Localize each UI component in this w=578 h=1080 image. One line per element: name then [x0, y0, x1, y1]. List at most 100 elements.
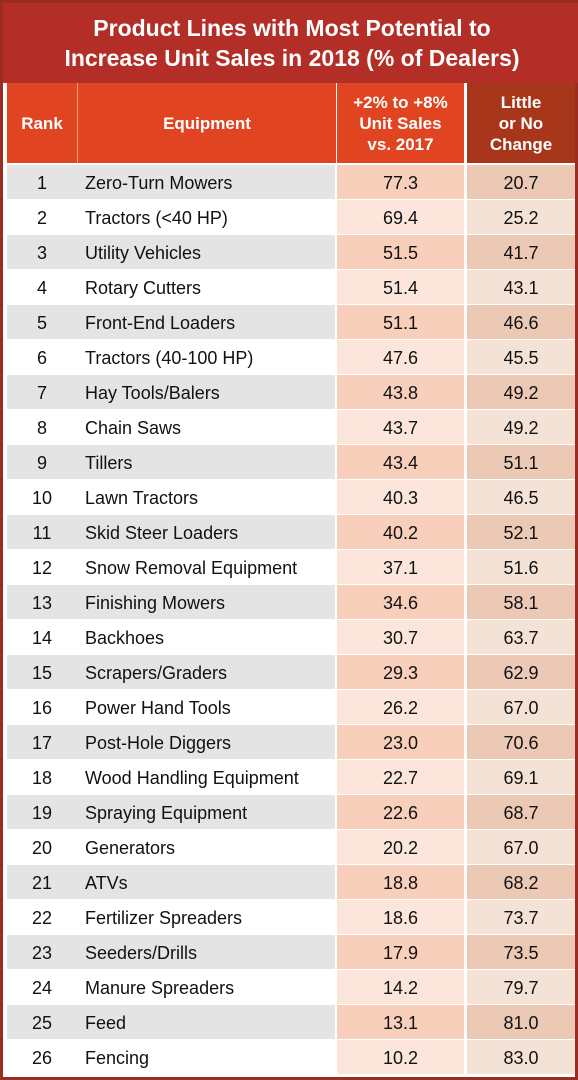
rank-cell: 18 — [7, 760, 77, 794]
rank-cell: 7 — [7, 375, 77, 409]
increase-value-cell: 51.1 — [337, 305, 464, 339]
rank-cell: 25 — [7, 1005, 77, 1039]
little-change-value-cell: 51.6 — [467, 550, 575, 584]
table-row: 3 Utility Vehicles 51.5 41.7 — [7, 235, 575, 270]
table-row: 24 Manure Spreaders 14.2 79.7 — [7, 970, 575, 1005]
equipment-cell: Hay Tools/Balers — [77, 375, 335, 409]
rank-cell: 2 — [7, 200, 77, 234]
rank-cell: 15 — [7, 655, 77, 689]
equipment-cell: Power Hand Tools — [77, 690, 335, 724]
little-change-value-cell: 70.6 — [467, 725, 575, 759]
rank-cell: 12 — [7, 550, 77, 584]
title-line-2: Increase Unit Sales in 2018 (% of Dealer… — [64, 45, 520, 71]
table-row: 14 Backhoes 30.7 63.7 — [7, 620, 575, 655]
rank-cell: 11 — [7, 515, 77, 549]
header-equipment: Equipment — [77, 83, 336, 163]
table-row: 21 ATVs 18.8 68.2 — [7, 865, 575, 900]
increase-value-cell: 10.2 — [337, 1040, 464, 1074]
table-row: 1 Zero-Turn Mowers 77.3 20.7 — [7, 165, 575, 200]
rank-cell: 8 — [7, 410, 77, 444]
equipment-cell: Fencing — [77, 1040, 335, 1074]
rank-cell: 9 — [7, 445, 77, 479]
little-change-value-cell: 41.7 — [467, 235, 575, 269]
little-change-value-cell: 79.7 — [467, 970, 575, 1004]
increase-value-cell: 22.7 — [337, 760, 464, 794]
table-row: 19 Spraying Equipment 22.6 68.7 — [7, 795, 575, 830]
increase-value-cell: 51.4 — [337, 270, 464, 304]
little-change-value-cell: 58.1 — [467, 585, 575, 619]
little-change-value-cell: 25.2 — [467, 200, 575, 234]
equipment-cell: Snow Removal Equipment — [77, 550, 335, 584]
increase-value-cell: 43.4 — [337, 445, 464, 479]
little-change-value-cell: 63.7 — [467, 620, 575, 654]
increase-value-cell: 51.5 — [337, 235, 464, 269]
table-row: 11 Skid Steer Loaders 40.2 52.1 — [7, 515, 575, 550]
little-change-value-cell: 49.2 — [467, 375, 575, 409]
rank-cell: 3 — [7, 235, 77, 269]
increase-value-cell: 43.8 — [337, 375, 464, 409]
equipment-cell: Wood Handling Equipment — [77, 760, 335, 794]
equipment-cell: Lawn Tractors — [77, 480, 335, 514]
table-row: 15 Scrapers/Graders 29.3 62.9 — [7, 655, 575, 690]
little-change-value-cell: 62.9 — [467, 655, 575, 689]
rank-cell: 21 — [7, 865, 77, 899]
equipment-cell: Tractors (<40 HP) — [77, 200, 335, 234]
equipment-cell: Utility Vehicles — [77, 235, 335, 269]
rank-cell: 1 — [7, 165, 77, 199]
rank-cell: 24 — [7, 970, 77, 1004]
table-row: 8 Chain Saws 43.7 49.2 — [7, 410, 575, 445]
title-line-1: Product Lines with Most Potential to — [93, 15, 491, 41]
increase-value-cell: 14.2 — [337, 970, 464, 1004]
equipment-cell: Skid Steer Loaders — [77, 515, 335, 549]
table-row: 12 Snow Removal Equipment 37.1 51.6 — [7, 550, 575, 585]
table-row: 4 Rotary Cutters 51.4 43.1 — [7, 270, 575, 305]
little-change-value-cell: 49.2 — [467, 410, 575, 444]
increase-value-cell: 34.6 — [337, 585, 464, 619]
table-row: 16 Power Hand Tools 26.2 67.0 — [7, 690, 575, 725]
increase-value-cell: 13.1 — [337, 1005, 464, 1039]
equipment-cell: Tractors (40-100 HP) — [77, 340, 335, 374]
rank-cell: 19 — [7, 795, 77, 829]
table-row: 25 Feed 13.1 81.0 — [7, 1005, 575, 1040]
equipment-cell: Post-Hole Diggers — [77, 725, 335, 759]
table-row: 2 Tractors (<40 HP) 69.4 25.2 — [7, 200, 575, 235]
rank-cell: 14 — [7, 620, 77, 654]
equipment-cell: Front-End Loaders — [77, 305, 335, 339]
little-change-value-cell: 46.5 — [467, 480, 575, 514]
table-row: 17 Post-Hole Diggers 23.0 70.6 — [7, 725, 575, 760]
equipment-cell: Backhoes — [77, 620, 335, 654]
table-row: 6 Tractors (40-100 HP) 47.6 45.5 — [7, 340, 575, 375]
equipment-cell: ATVs — [77, 865, 335, 899]
increase-value-cell: 26.2 — [337, 690, 464, 724]
equipment-cell: Feed — [77, 1005, 335, 1039]
increase-value-cell: 43.7 — [337, 410, 464, 444]
rank-cell: 20 — [7, 830, 77, 864]
table-row: 22 Fertilizer Spreaders 18.6 73.7 — [7, 900, 575, 935]
rank-cell: 5 — [7, 305, 77, 339]
increase-value-cell: 23.0 — [337, 725, 464, 759]
increase-value-cell: 37.1 — [337, 550, 464, 584]
equipment-cell: Chain Saws — [77, 410, 335, 444]
rank-cell: 16 — [7, 690, 77, 724]
table-row: 9 Tillers 43.4 51.1 — [7, 445, 575, 480]
table-title: Product Lines with Most Potential to Inc… — [3, 3, 578, 83]
equipment-cell: Fertilizer Spreaders — [77, 900, 335, 934]
increase-value-cell: 47.6 — [337, 340, 464, 374]
table-row: 10 Lawn Tractors 40.3 46.5 — [7, 480, 575, 515]
increase-value-cell: 22.6 — [337, 795, 464, 829]
header-little-change: Little or No Change — [467, 83, 575, 163]
little-change-value-cell: 52.1 — [467, 515, 575, 549]
increase-value-cell: 20.2 — [337, 830, 464, 864]
equipment-cell: Scrapers/Graders — [77, 655, 335, 689]
little-change-value-cell: 83.0 — [467, 1040, 575, 1074]
rank-cell: 6 — [7, 340, 77, 374]
rank-cell: 17 — [7, 725, 77, 759]
equipment-cell: Spraying Equipment — [77, 795, 335, 829]
little-change-value-cell: 67.0 — [467, 690, 575, 724]
table-row: 23 Seeders/Drills 17.9 73.5 — [7, 935, 575, 970]
increase-value-cell: 17.9 — [337, 935, 464, 969]
little-change-value-cell: 43.1 — [467, 270, 575, 304]
rank-cell: 22 — [7, 900, 77, 934]
equipment-cell: Rotary Cutters — [77, 270, 335, 304]
